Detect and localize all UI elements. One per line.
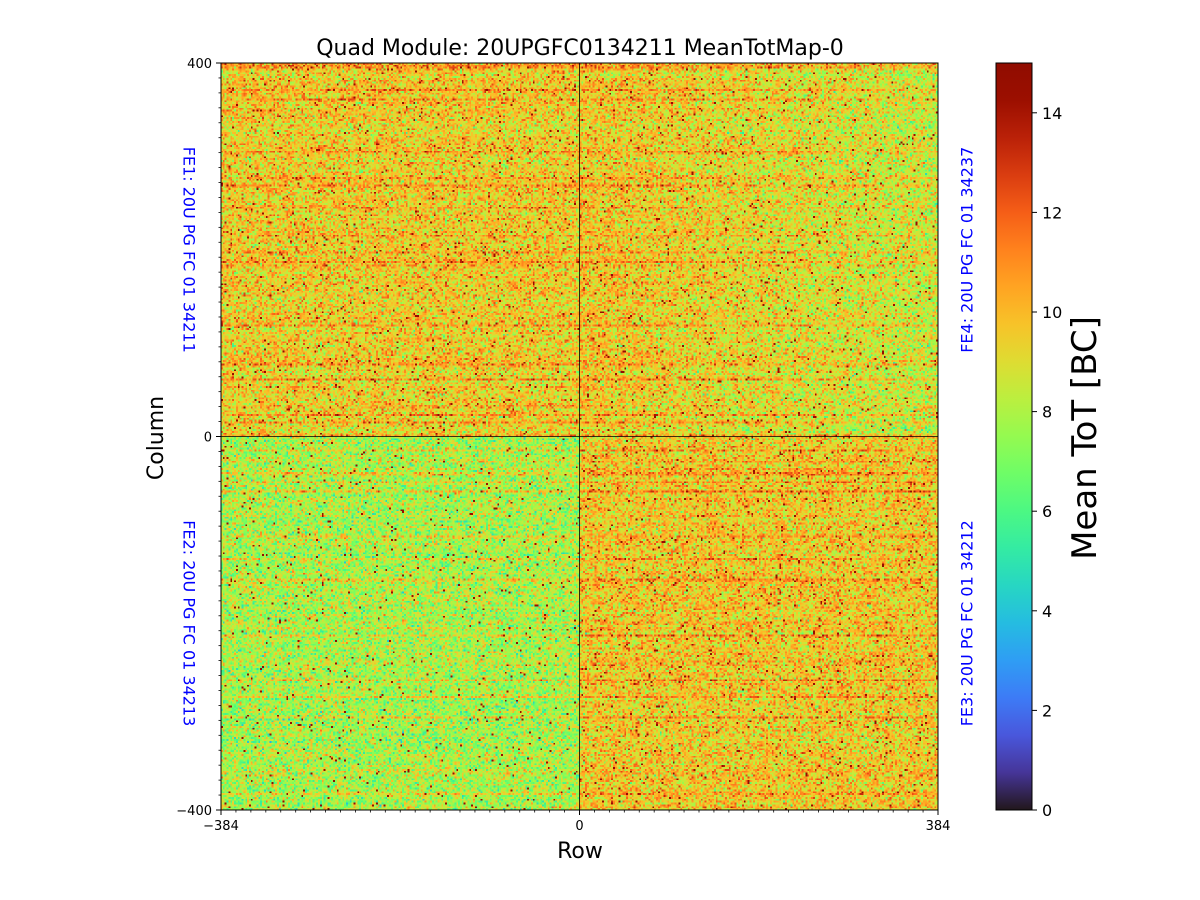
colorbar-tick-label: 4 — [1042, 602, 1052, 621]
colorbar-tick-label: 12 — [1042, 203, 1062, 222]
colorbar: 0 2 4 6 8 10 12 14 Mean ToT [BC] — [995, 62, 1105, 820]
colorbar-tick-label: 6 — [1042, 502, 1052, 521]
y-tick-label: 0 — [204, 431, 212, 446]
colorbar-ticks: 0 2 4 6 8 10 12 14 — [1032, 104, 1062, 820]
colorbar-gradient — [995, 62, 1033, 811]
colorbar-tick-label: 14 — [1042, 104, 1062, 123]
fe-label-bottom-left: FE2: 20U PG FC 01 34213 — [180, 520, 199, 726]
y-tick-label: 400 — [187, 57, 212, 72]
x-tick-label: 0 — [575, 819, 583, 834]
y-axis-label: Column — [144, 396, 169, 480]
colorbar-label: Mean ToT [BC] — [1065, 316, 1105, 560]
y-tick-label: −400 — [176, 804, 212, 819]
colorbar-tick-label: 8 — [1042, 403, 1052, 422]
fe-labels: FE1: 20U PG FC 01 34211 FE4: 20U PG FC 01… — [180, 147, 977, 727]
colorbar-tick-label: 0 — [1042, 801, 1052, 820]
colorbar-tick-label: 2 — [1042, 701, 1052, 720]
x-tick-label: 384 — [926, 819, 951, 834]
x-tick-label: −384 — [203, 819, 239, 834]
x-axis-label: Row — [557, 839, 603, 864]
fe-label-top-left: FE1: 20U PG FC 01 34211 — [180, 147, 199, 353]
fe-label-bottom-right: FE3: 20U PG FC 01 34212 — [958, 520, 977, 726]
colorbar-tick-label: 10 — [1042, 303, 1062, 322]
axes: −384 0 384 400 0 −400 — [176, 57, 950, 834]
chart-title: Quad Module: 20UPGFC0134211 MeanTotMap-0 — [316, 36, 844, 61]
fe-label-top-right: FE4: 20U PG FC 01 34237 — [958, 147, 977, 353]
quadrant-dividers — [221, 63, 938, 810]
